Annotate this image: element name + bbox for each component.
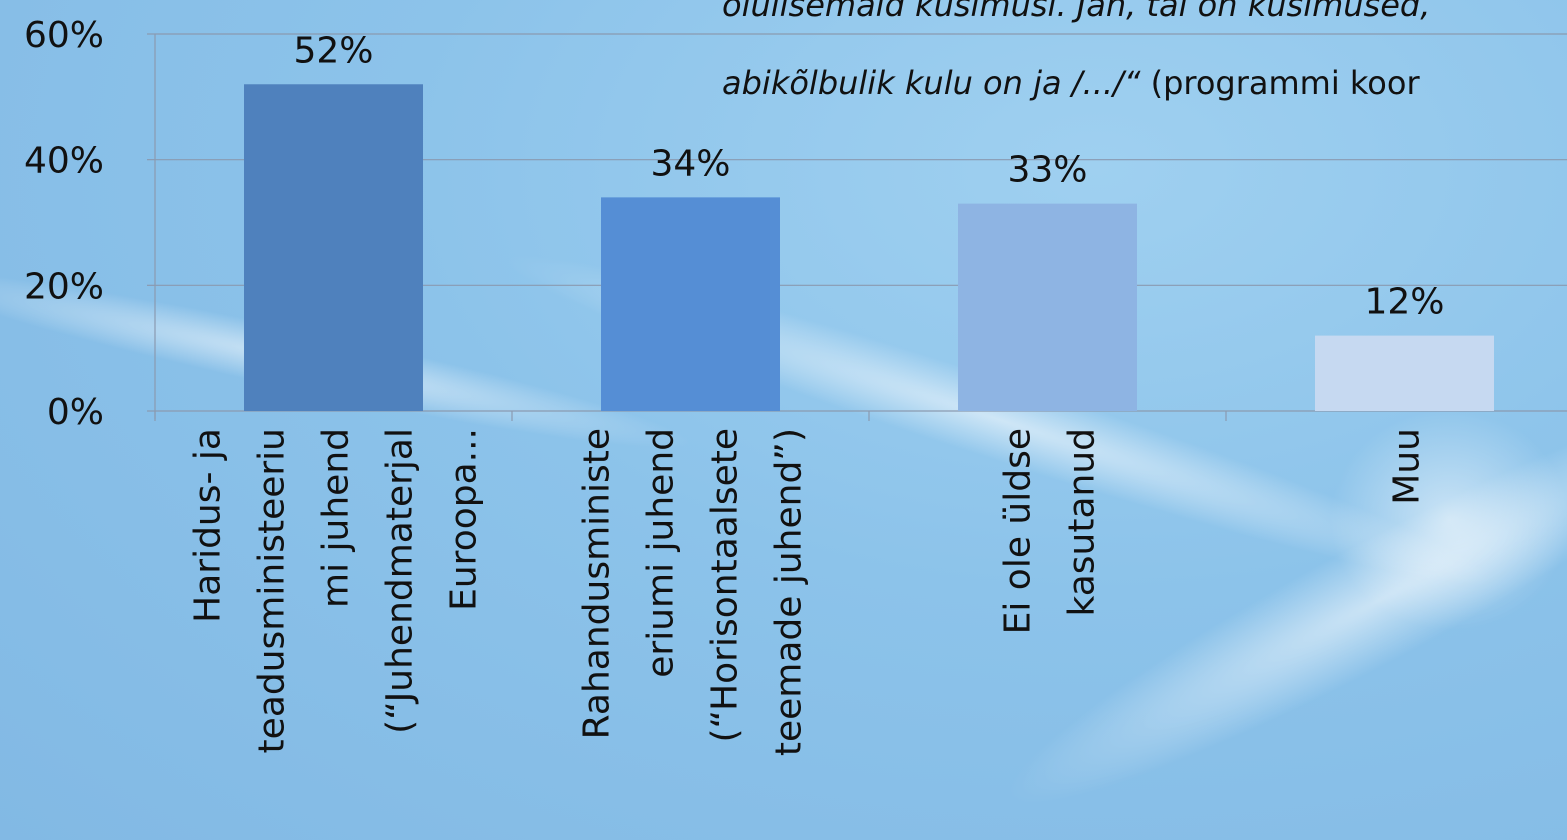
data-label: 52%: [293, 30, 373, 71]
quote-line-2: abikõlbulik kulu on ja /.../“ (programmi…: [722, 64, 1420, 102]
bar: [601, 197, 780, 411]
quote-line-2-normal: (programmi koor: [1140, 64, 1420, 102]
x-category-label-line: teemade juhend”): [769, 428, 810, 756]
x-category-label-line: kasutanud: [1062, 428, 1103, 617]
y-tick-label: 60%: [24, 15, 104, 56]
x-category-label-line: eriumi juhend: [641, 428, 682, 678]
x-category-label-line: Muu: [1387, 428, 1428, 505]
x-category-label-line: Rahandusministe: [577, 428, 618, 739]
bar: [244, 84, 423, 412]
x-category-label: Haridus- ja teadusministeeriu mi juhend (“J…: [188, 428, 485, 753]
data-label: 34%: [650, 143, 730, 184]
y-tick-label: 0%: [47, 392, 104, 433]
quote-line-1-italic: olulisemaid küsimusi. Jah, tal on küsimu…: [722, 0, 1431, 24]
x-category-label-line: Euroopa...: [444, 428, 485, 611]
x-category-label-line: Haridus- ja: [188, 428, 229, 623]
x-category-label-line: (“Juhendmaterjal: [380, 428, 421, 734]
x-category-label: Rahandusministe eriumi juhend (“Horisontaa…: [577, 428, 810, 756]
data-label: 12%: [1364, 282, 1444, 323]
x-category-label-line: (“Horisontaalsete: [705, 428, 746, 743]
y-tick-label: 40%: [24, 141, 104, 182]
bar: [958, 203, 1137, 411]
x-category-label-line: mi juhend: [316, 428, 357, 608]
x-category-label: Ei ole üldse kasutanud: [998, 428, 1103, 634]
y-tick-label: 20%: [24, 266, 104, 307]
data-label: 33%: [1007, 150, 1087, 191]
x-category-label-line: Ei ole üldse: [998, 428, 1039, 634]
quote-line-2-italic: abikõlbulik kulu on ja /.../“: [722, 64, 1141, 102]
quote-line-1: olulisemaid küsimusi. Jah, tal on küsimu…: [722, 0, 1430, 24]
x-category-label: Muu: [1387, 428, 1428, 505]
bar: [1315, 335, 1494, 411]
x-category-label-line: teadusministeeriu: [252, 428, 293, 753]
